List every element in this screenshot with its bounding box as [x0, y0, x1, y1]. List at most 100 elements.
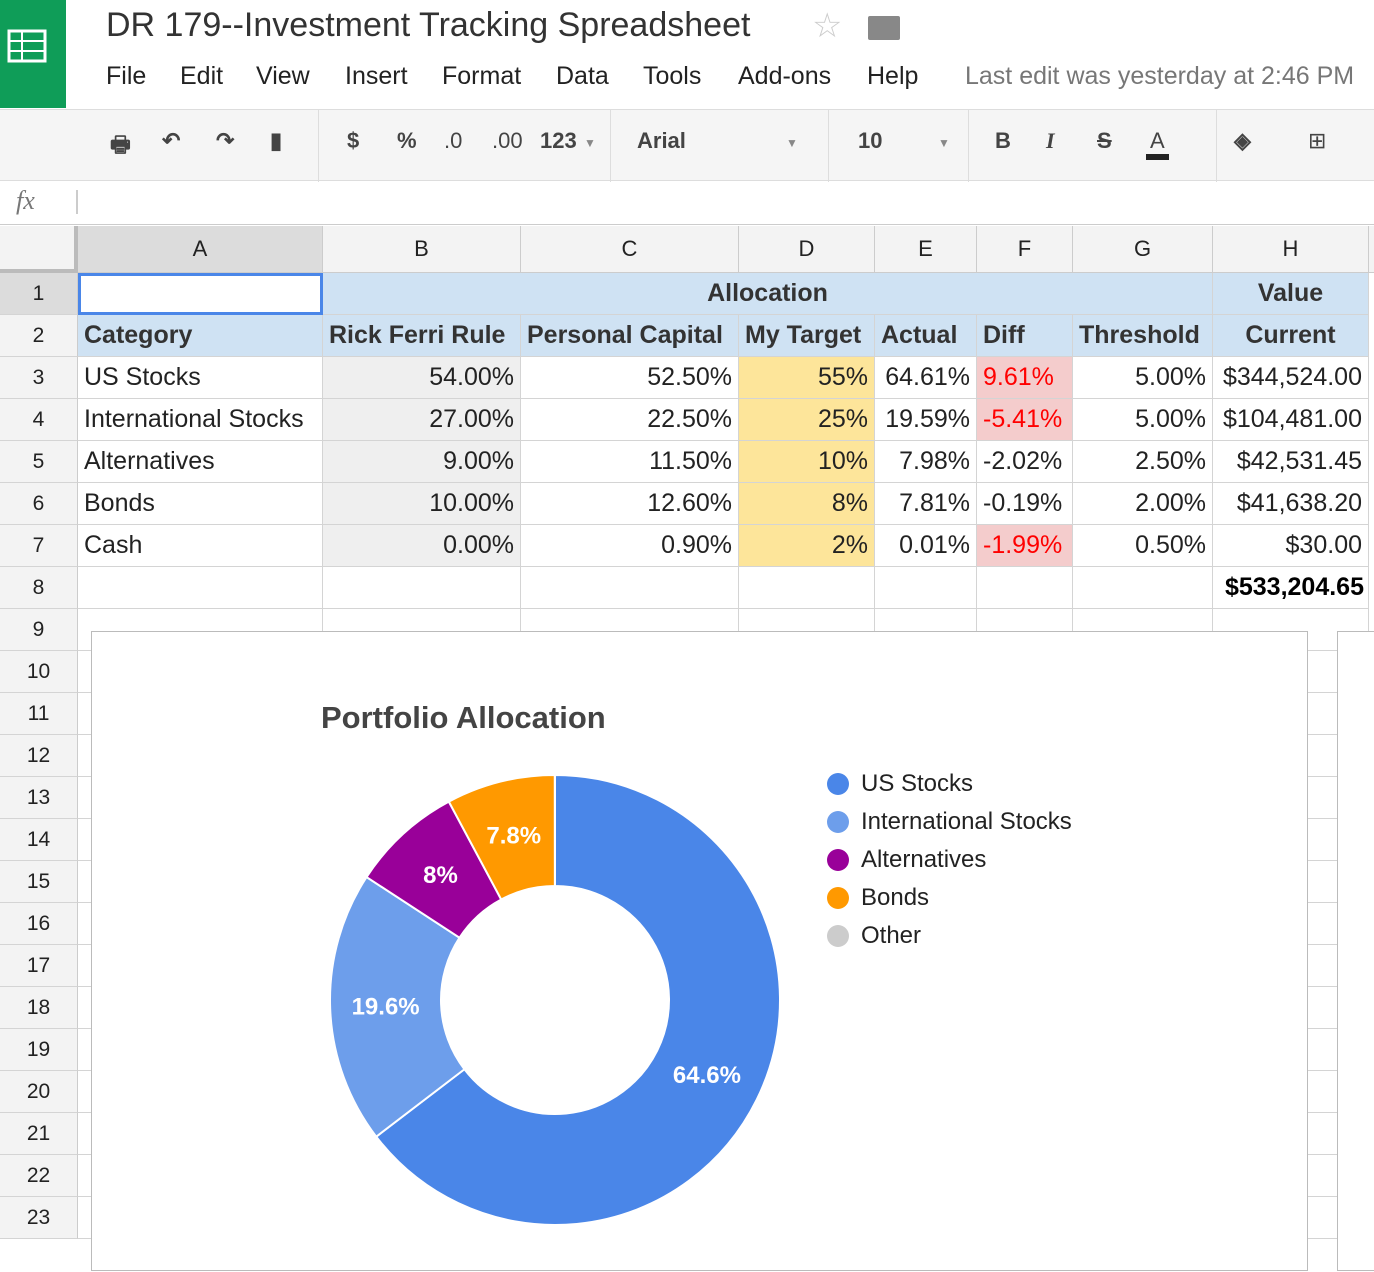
legend-item[interactable]: Alternatives [827, 846, 986, 874]
value-header[interactable]: Value [1213, 273, 1369, 315]
cell-a1-selected[interactable] [78, 273, 323, 315]
total-value-cell[interactable]: $533,204.65 [1213, 567, 1369, 609]
column-header-a[interactable]: A [78, 226, 323, 273]
chart-portfolio-allocation[interactable]: Portfolio Allocation 64.6%19.6%8%7.8% US… [91, 631, 1308, 1271]
data-cell[interactable]: $344,524.00 [1213, 357, 1369, 399]
data-cell[interactable]: 7.98% [875, 441, 977, 483]
data-cell[interactable]: $104,481.00 [1213, 399, 1369, 441]
column-header-g[interactable]: G [1073, 226, 1213, 273]
data-cell[interactable]: -0.19% [977, 483, 1073, 525]
column-header-c[interactable]: C [521, 226, 739, 273]
bold-button[interactable]: B [995, 128, 1011, 154]
legend-item[interactable]: Other [827, 922, 921, 950]
data-cell[interactable]: 2.50% [1073, 441, 1213, 483]
data-cell[interactable]: -5.41% [977, 399, 1073, 441]
cell[interactable] [78, 567, 323, 609]
column-title[interactable]: Category [78, 315, 323, 357]
column-title[interactable]: My Target [739, 315, 875, 357]
cell[interactable] [521, 567, 739, 609]
row-header-13[interactable]: 13 [0, 777, 78, 819]
column-header-d[interactable]: D [739, 226, 875, 273]
data-cell[interactable]: 52.50% [521, 357, 739, 399]
row-header-3[interactable]: 3 [0, 357, 78, 399]
column-title[interactable]: Rick Ferri Rule [323, 315, 521, 357]
data-cell[interactable]: 55% [739, 357, 875, 399]
menu-format[interactable]: Format [442, 62, 521, 91]
column-title[interactable]: Personal Capital [521, 315, 739, 357]
document-title[interactable]: DR 179--Investment Tracking Spreadsheet [106, 6, 750, 45]
data-cell[interactable]: $41,638.20 [1213, 483, 1369, 525]
data-cell[interactable]: 8% [739, 483, 875, 525]
row-header-17[interactable]: 17 [0, 945, 78, 987]
data-cell[interactable]: 2.00% [1073, 483, 1213, 525]
row-header-4[interactable]: 4 [0, 399, 78, 441]
fill-color-icon[interactable]: ◈ [1234, 128, 1251, 154]
select-all-corner[interactable] [0, 226, 78, 273]
menu-file[interactable]: File [106, 62, 146, 91]
row-header-12[interactable]: 12 [0, 735, 78, 777]
column-title[interactable]: Current [1213, 315, 1369, 357]
data-cell[interactable]: $42,531.45 [1213, 441, 1369, 483]
formula-input[interactable] [76, 190, 78, 214]
cell[interactable] [875, 567, 977, 609]
data-cell[interactable]: 11.50% [521, 441, 739, 483]
data-cell[interactable]: 10% [739, 441, 875, 483]
data-cell[interactable]: 25% [739, 399, 875, 441]
data-cell[interactable]: -1.99% [977, 525, 1073, 567]
menu-addons[interactable]: Add-ons [738, 62, 831, 91]
row-header-22[interactable]: 22 [0, 1155, 78, 1197]
row-header-8[interactable]: 8 [0, 567, 78, 609]
paint-format-icon[interactable]: ▮ [270, 128, 282, 154]
cell[interactable] [323, 567, 521, 609]
column-header-h[interactable]: H [1213, 226, 1369, 273]
currency-button[interactable]: $ [347, 128, 359, 154]
category-cell[interactable]: US Stocks [78, 357, 323, 399]
menu-insert[interactable]: Insert [345, 62, 408, 91]
star-icon[interactable]: ☆ [812, 6, 842, 46]
print-icon[interactable]: 🖶 [110, 128, 131, 166]
column-title[interactable]: Actual [875, 315, 977, 357]
more-formats-button[interactable]: 123 [540, 128, 577, 154]
data-cell[interactable]: 10.00% [323, 483, 521, 525]
row-header-16[interactable]: 16 [0, 903, 78, 945]
menu-data[interactable]: Data [556, 62, 609, 91]
row-header-1[interactable]: 1 [0, 273, 78, 315]
legend-item[interactable]: International Stocks [827, 808, 1072, 836]
strikethrough-button[interactable]: S [1097, 128, 1112, 154]
row-header-21[interactable]: 21 [0, 1113, 78, 1155]
row-header-11[interactable]: 11 [0, 693, 78, 735]
category-cell[interactable]: International Stocks [78, 399, 323, 441]
row-header-15[interactable]: 15 [0, 861, 78, 903]
category-cell[interactable]: Alternatives [78, 441, 323, 483]
cell[interactable] [739, 567, 875, 609]
undo-icon[interactable]: ↶ [162, 128, 180, 154]
row-header-10[interactable]: 10 [0, 651, 78, 693]
text-color-button[interactable]: A [1146, 128, 1169, 160]
row-header-2[interactable]: 2 [0, 315, 78, 357]
row-header-18[interactable]: 18 [0, 987, 78, 1029]
legend-item[interactable]: US Stocks [827, 770, 973, 798]
data-cell[interactable]: $30.00 [1213, 525, 1369, 567]
column-header-b[interactable]: B [323, 226, 521, 273]
data-cell[interactable]: 7.81% [875, 483, 977, 525]
data-cell[interactable]: 64.61% [875, 357, 977, 399]
row-header-14[interactable]: 14 [0, 819, 78, 861]
data-cell[interactable]: 54.00% [323, 357, 521, 399]
data-cell[interactable]: 22.50% [521, 399, 739, 441]
column-header-e[interactable]: E [875, 226, 977, 273]
row-header-23[interactable]: 23 [0, 1197, 78, 1239]
row-header-5[interactable]: 5 [0, 441, 78, 483]
data-cell[interactable]: 19.59% [875, 399, 977, 441]
font-size-select[interactable]: 10 [858, 128, 882, 154]
menu-view[interactable]: View [256, 62, 310, 91]
legend-item[interactable]: Bonds [827, 884, 929, 912]
borders-icon[interactable]: ⊞ [1308, 128, 1326, 154]
data-cell[interactable]: 0.01% [875, 525, 977, 567]
row-header-9[interactable]: 9 [0, 609, 78, 651]
folder-icon[interactable] [868, 16, 900, 40]
decrease-decimal-button[interactable]: .0 [444, 128, 462, 154]
column-header-f[interactable]: F [977, 226, 1073, 273]
data-cell[interactable]: 12.60% [521, 483, 739, 525]
menu-edit[interactable]: Edit [180, 62, 223, 91]
cell[interactable] [977, 567, 1073, 609]
